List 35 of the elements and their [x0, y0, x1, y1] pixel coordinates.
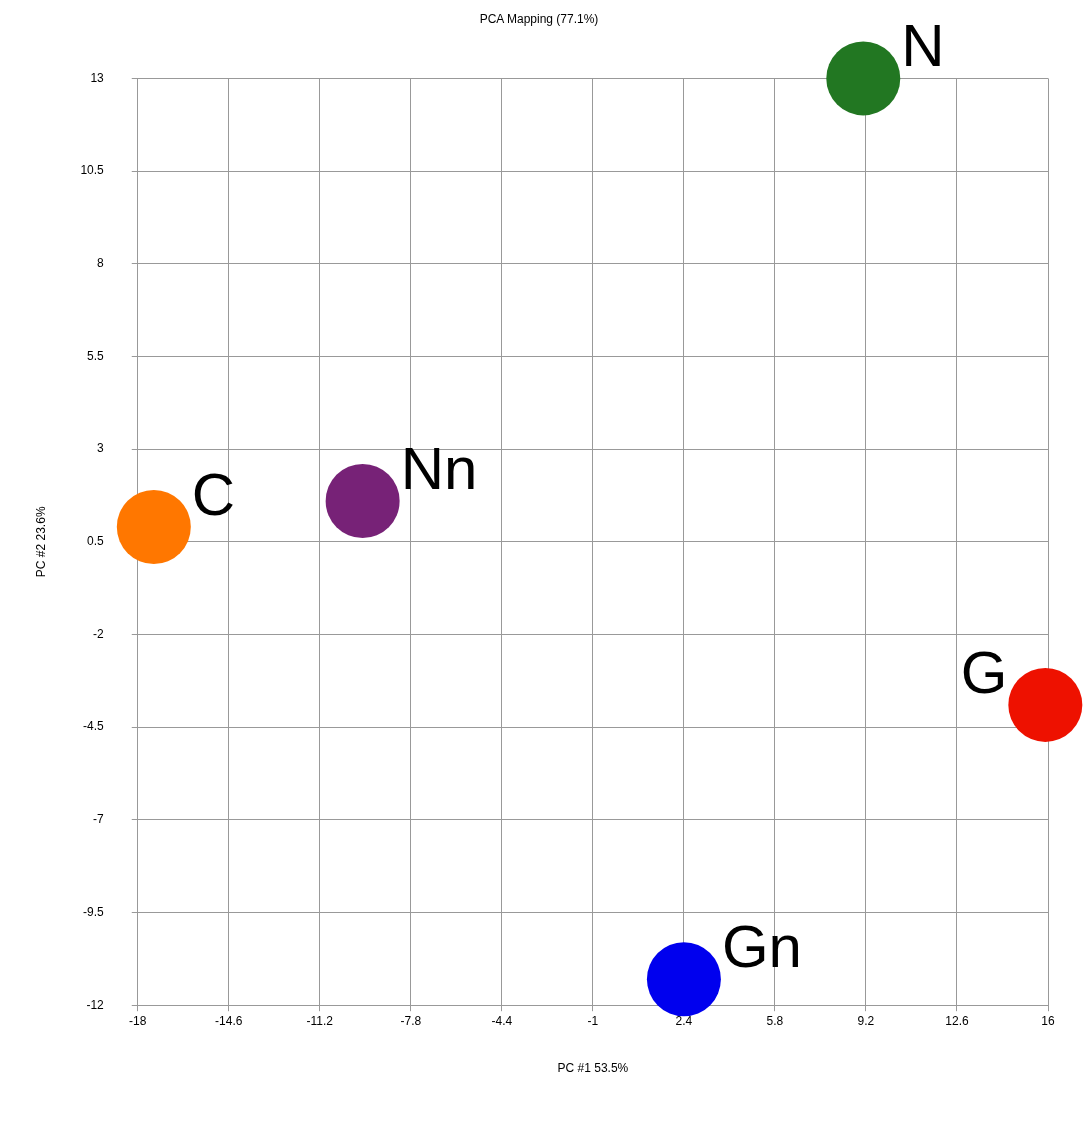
- y-tick-label: -7: [93, 812, 105, 827]
- point: [826, 41, 901, 116]
- y-tick-label: 8: [97, 256, 105, 271]
- chart-title: PCA Mapping (77.1%): [479, 11, 599, 26]
- series-label: Gn: [721, 913, 802, 981]
- x-axis-title: PC #1 53.5%: [557, 1061, 629, 1076]
- x-tick-label: -14.6: [215, 1013, 243, 1028]
- x-tick-label: -18: [129, 1013, 147, 1028]
- y-tick-label: -4.5: [83, 719, 105, 734]
- y-tick-label: -12: [86, 997, 105, 1012]
- y-tick-label: 13: [90, 70, 105, 85]
- y-tick-label: -2: [93, 626, 105, 641]
- series-label: C: [191, 460, 236, 528]
- y-tick-label: 3: [97, 441, 105, 456]
- x-tick-label: 16: [1041, 1013, 1055, 1028]
- series-label: G: [960, 638, 1008, 706]
- x-tick-label: 9.2: [857, 1013, 875, 1028]
- x-tick-label: 12.6: [945, 1013, 969, 1028]
- series-label: Nn: [400, 435, 478, 503]
- series-label: N: [901, 12, 945, 80]
- x-tick-label: -4.4: [491, 1013, 513, 1028]
- y-tick-label: 5.5: [87, 348, 105, 363]
- y-tick-label: 10.5: [80, 163, 105, 178]
- y-tick-label: -9.5: [83, 904, 105, 919]
- x-tick-label: -1: [587, 1013, 599, 1028]
- x-tick-label: 5.8: [766, 1013, 784, 1028]
- point: [1008, 667, 1083, 742]
- point: [646, 942, 721, 1017]
- point: [325, 464, 400, 539]
- x-tick-label: -11.2: [306, 1013, 334, 1028]
- point: [116, 489, 191, 564]
- y-axis-title: PC #2 23.6%: [33, 506, 48, 578]
- x-tick-label: 2.4: [675, 1013, 693, 1028]
- y-tick-label: 0.5: [87, 534, 105, 549]
- x-tick-label: -7.8: [400, 1013, 422, 1028]
